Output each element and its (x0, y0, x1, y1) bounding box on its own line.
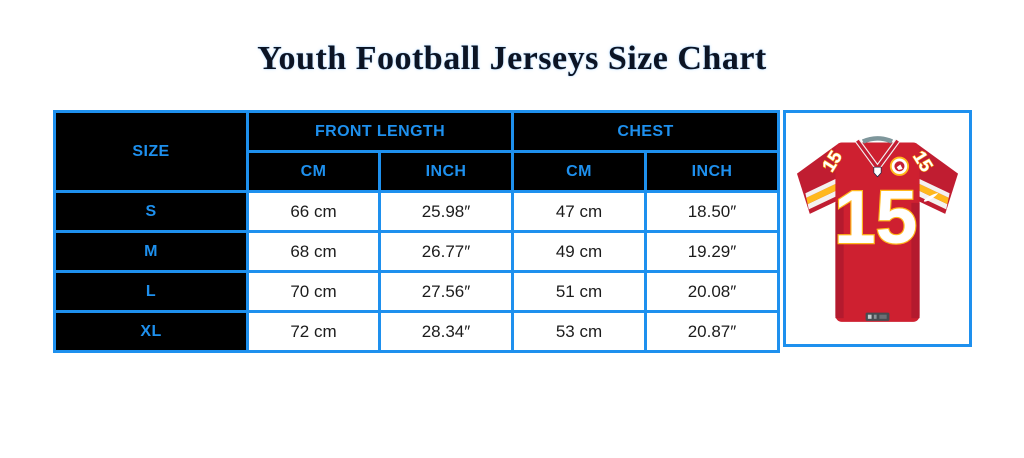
chest-cm-value: 53 cm (511, 310, 647, 353)
size-label: M (53, 230, 249, 273)
column-header-front-inch: INCH (378, 150, 514, 193)
chest-cm-value: 49 cm (511, 230, 647, 273)
front-length-cm-value: 72 cm (246, 310, 381, 353)
header-row-units: CM INCH CM INCH (55, 150, 781, 193)
nfl-shield-icon (873, 166, 882, 178)
jersey-right-sleeve (910, 144, 959, 214)
table-row-size-xl: XL 72 cm 28.34″ 53 cm 20.87″ (53, 310, 781, 353)
chest-inch-value: 20.87″ (643, 310, 781, 353)
team-patch-icon (889, 156, 910, 176)
jersey-torso (835, 142, 920, 322)
column-group-front-length: FRONT LENGTH (246, 110, 514, 153)
football-jersey-image: 15 15 15 (796, 136, 959, 322)
swoosh-icon (923, 192, 939, 202)
table-row-size-l: L 70 cm 27.56″ 51 cm 20.08″ (53, 270, 781, 313)
table-row-size-s: S 66 cm 25.98″ 47 cm 18.50″ (53, 190, 781, 233)
table-row-size-m: M 68 cm 26.77″ 49 cm 19.29″ (53, 230, 781, 273)
jersey-left-sleeve (796, 144, 845, 214)
front-length-inch-value: 26.77″ (378, 230, 514, 273)
size-chart-table: SIZE FRONT LENGTH CHEST CM INCH CM INCH … (53, 110, 781, 353)
chest-inch-value: 20.08″ (643, 270, 781, 313)
front-length-inch-value: 28.34″ (378, 310, 514, 353)
front-length-cm-value: 70 cm (246, 270, 381, 313)
size-chart-section: SIZE FRONT LENGTH CHEST CM INCH CM INCH … (53, 110, 973, 353)
jersey-jock-tag (865, 312, 890, 321)
front-length-inch-value: 25.98″ (378, 190, 514, 233)
column-header-chest-cm: CM (511, 150, 647, 193)
size-label: L (53, 270, 249, 313)
jersey-side-panel (911, 202, 920, 319)
jersey-side-panel (835, 202, 844, 319)
column-header-size: SIZE (53, 110, 249, 193)
front-length-inch-value: 27.56″ (378, 270, 514, 313)
front-length-cm-value: 68 cm (246, 230, 381, 273)
chest-cm-value: 47 cm (511, 190, 647, 233)
column-header-chest-inch: INCH (643, 150, 781, 193)
header-row-groups: SIZE FRONT LENGTH CHEST (53, 110, 781, 193)
size-label: S (53, 190, 249, 233)
chest-inch-value: 19.29″ (643, 230, 781, 273)
page-title: Youth Football Jerseys Size Chart (257, 40, 767, 77)
front-length-cm-value: 66 cm (246, 190, 381, 233)
chest-cm-value: 51 cm (511, 270, 647, 313)
size-label: XL (53, 310, 249, 353)
jersey-chest-number: 15 (834, 175, 917, 259)
product-image-frame: 15 15 15 (783, 110, 973, 347)
chest-inch-value: 18.50″ (643, 190, 781, 233)
column-group-chest: CHEST (510, 110, 781, 153)
column-header-front-cm: CM (246, 150, 381, 193)
